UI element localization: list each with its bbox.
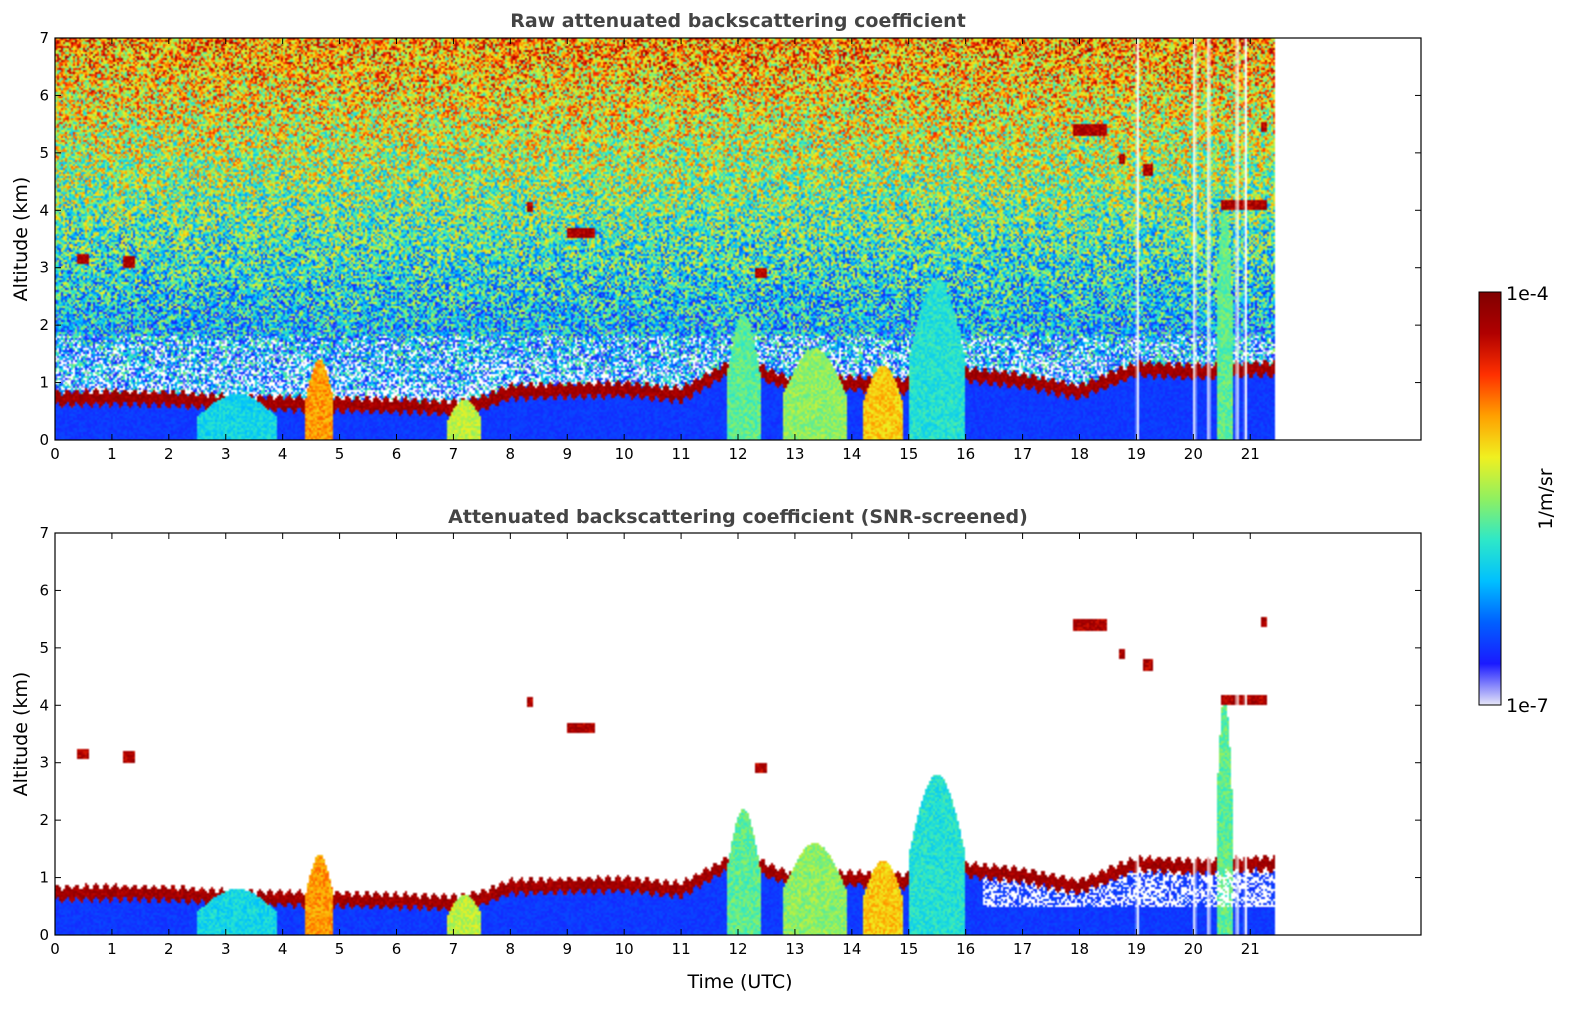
panel-raw-ytick-label: 0 (39, 431, 49, 449)
panel-raw-ylabel: Altitude (km) (10, 177, 32, 302)
panel-raw-xtick-label: 19 (1127, 445, 1146, 463)
panel-screened-xtick-label: 6 (392, 940, 402, 958)
panel-screened-ticks: 0 1 2 3 4 5 6 7 8 9 10 11 12 13 14 15 16 17 18 19 20 21012345… (39, 524, 1421, 958)
panel-screened-xtick-label: 15 (899, 940, 918, 958)
panel-screened-xtick-label: 18 (1070, 940, 1089, 958)
panel-raw-xtick-label: 8 (506, 445, 516, 463)
panel-raw-ytick-label: 1 (39, 374, 49, 392)
screened-backscatter-heatmap (55, 533, 1421, 935)
panel-raw-xtick-label: 7 (449, 445, 459, 463)
panel-screened-ytick-label: 1 (39, 869, 49, 887)
panel-raw-xtick-label: 17 (1013, 445, 1032, 463)
panel-screened-ytick-label: 7 (39, 524, 49, 542)
colorbar-gradient (1478, 291, 1502, 706)
panel-raw-xtick-label: 0 (50, 445, 60, 463)
panel-raw-xtick-label: 16 (956, 445, 975, 463)
panel-raw-ytick-label: 3 (39, 259, 49, 277)
panel-screened: Attenuated backscattering coefficient (S… (10, 506, 1422, 993)
panel-screened-xtick-label: 16 (956, 940, 975, 958)
panel-screened-xtick-label: 7 (449, 940, 459, 958)
panel-raw-xtick-label: 3 (221, 445, 231, 463)
raw-backscatter-heatmap (55, 38, 1421, 440)
panel-raw-xtick-label: 21 (1241, 445, 1260, 463)
panel-screened-xtick-label: 20 (1184, 940, 1203, 958)
panel-screened-ytick-label: 2 (39, 811, 49, 829)
panel-raw-ytick-label: 2 (39, 316, 49, 334)
panel-raw-xtick-label: 2 (164, 445, 174, 463)
panel-raw-ytick-label: 5 (39, 144, 49, 162)
panel-screened-xtick-label: 4 (278, 940, 288, 958)
panel-raw-xtick-label: 5 (335, 445, 345, 463)
panel-raw-xtick-label: 9 (562, 445, 572, 463)
panel-screened-ytick-label: 6 (39, 581, 49, 599)
panel-screened-xtick-label: 8 (506, 940, 516, 958)
panel-screened-ytick-label: 0 (39, 926, 49, 944)
panel-screened-ytick-label: 4 (39, 696, 49, 714)
panel-screened-xtick-label: 0 (50, 940, 60, 958)
panel-raw-xtick-label: 6 (392, 445, 402, 463)
panel-raw: Raw attenuated backscattering coefficien… (10, 10, 1422, 463)
panel-screened-xtick-label: 19 (1127, 940, 1146, 958)
panel-screened-xtick-label: 5 (335, 940, 345, 958)
panel-screened-xtick-label: 21 (1241, 940, 1260, 958)
panel-raw-xtick-label: 4 (278, 445, 288, 463)
panel-screened-xtick-label: 9 (562, 940, 572, 958)
panel-screened-xtick-label: 11 (672, 940, 691, 958)
panel-raw-ticks: 0 1 2 3 4 5 6 7 8 9 10 11 12 13 14 15 16 17 18 19 20 21012345… (39, 29, 1421, 463)
panel-screened-xtick-label: 2 (164, 940, 174, 958)
panel-raw-xtick-label: 14 (842, 445, 861, 463)
panel-screened-ylabel: Altitude (km) (10, 672, 32, 797)
panel-raw-xtick-label: 15 (899, 445, 918, 463)
panel-screened-ytick-label: 3 (39, 754, 49, 772)
panel-raw-xtick-label: 12 (728, 445, 747, 463)
panel-raw-xtick-label: 1 (107, 445, 117, 463)
panel-screened-xtick-label: 3 (221, 940, 231, 958)
colorbar-min-label: 1e-7 (1506, 695, 1549, 717)
panel-screened-xtick-label: 10 (615, 940, 634, 958)
panel-raw-xtick-label: 20 (1184, 445, 1203, 463)
panel-screened-title: Attenuated backscattering coefficient (S… (448, 506, 1028, 528)
panel-screened-xlabel: Time (UTC) (686, 971, 792, 993)
panel-raw-xtick-label: 10 (615, 445, 634, 463)
panel-screened-xtick-label: 12 (728, 940, 747, 958)
panel-screened-ytick-label: 5 (39, 639, 49, 657)
panel-raw-xtick-label: 11 (672, 445, 691, 463)
panel-screened-xtick-label: 14 (842, 940, 861, 958)
panel-raw-xtick-label: 13 (785, 445, 804, 463)
panel-screened-xtick-label: 13 (785, 940, 804, 958)
colorbar-unit-label: 1/m/sr (1535, 468, 1557, 529)
colorbar: 1e-4 1e-7 1/m/sr (1478, 283, 1557, 717)
panel-raw-ytick-label: 4 (39, 201, 49, 219)
panel-screened-xtick-label: 1 (107, 940, 117, 958)
panel-screened-xtick-label: 17 (1013, 940, 1032, 958)
panel-raw-title: Raw attenuated backscattering coefficien… (510, 10, 966, 32)
panel-raw-ytick-label: 7 (39, 29, 49, 47)
panel-raw-ytick-label: 6 (39, 86, 49, 104)
colorbar-max-label: 1e-4 (1506, 283, 1549, 305)
panel-raw-xtick-label: 18 (1070, 445, 1089, 463)
